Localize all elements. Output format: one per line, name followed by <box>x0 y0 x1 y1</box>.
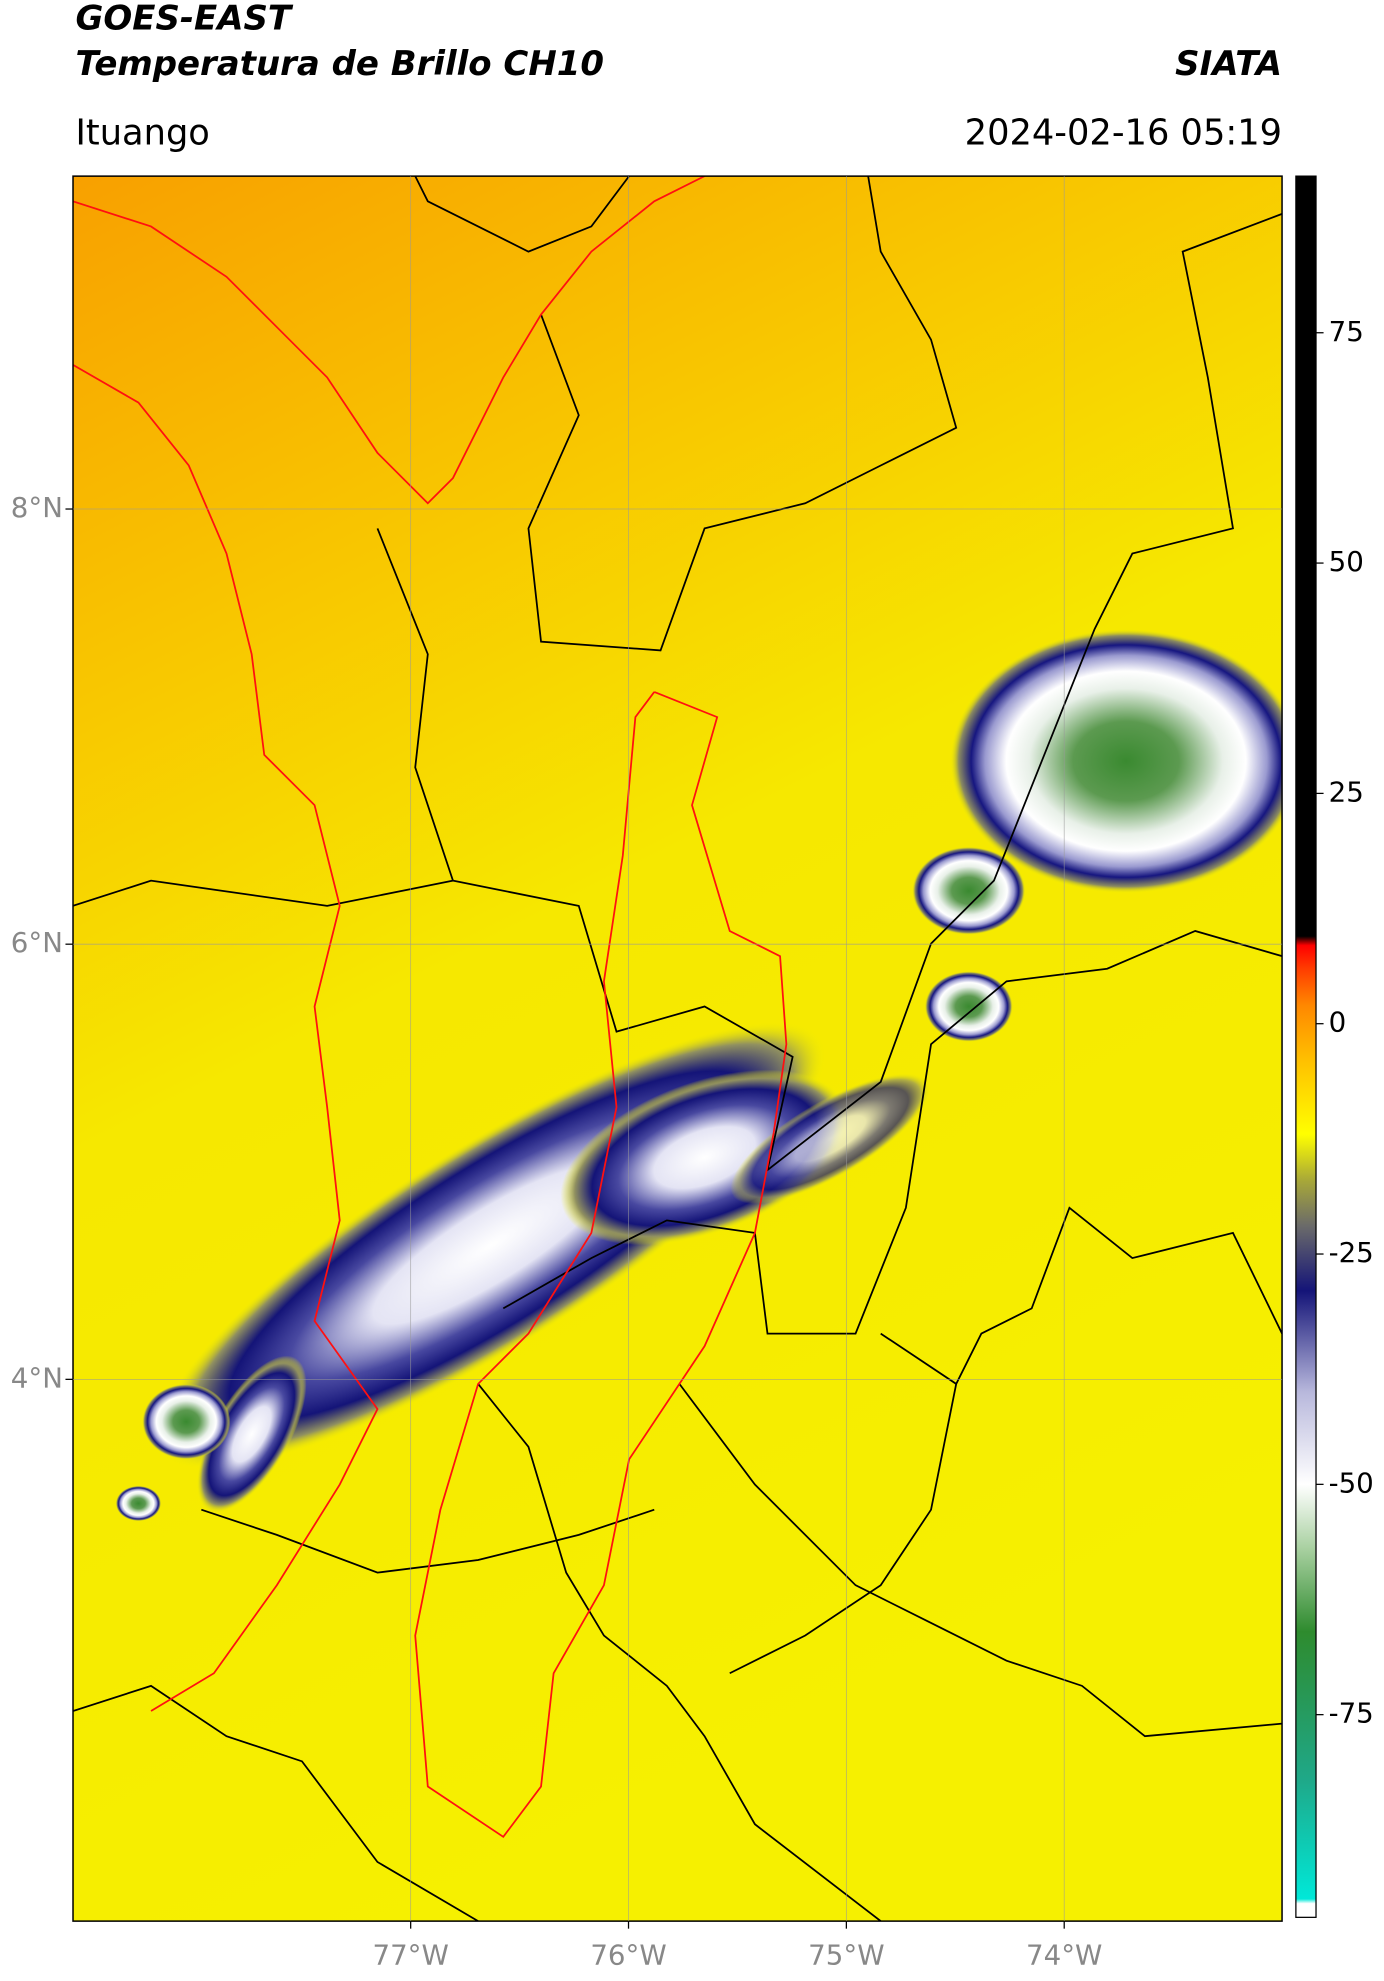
colorbar-scale <box>1295 175 1317 1918</box>
map-image <box>73 176 1283 1922</box>
location: Ituango <box>76 113 210 154</box>
colorbar: 75 50 25 0 -25 -50 -75 <box>1295 175 1374 1918</box>
colorbar-tick-label: 0 <box>1329 1006 1347 1039</box>
lon-tick-label: 75°W <box>808 1938 884 1971</box>
colorbar-tick-label: -25 <box>1329 1236 1374 1269</box>
lat-tick-label: 8°N <box>11 491 63 524</box>
subtitle: Temperatura de Brillo CH10 <box>76 44 604 84</box>
colorbar-tick-label: 50 <box>1329 545 1364 578</box>
datetime: 2024-02-16 05:19 <box>965 113 1282 154</box>
organization: SIATA <box>1175 44 1282 84</box>
colorbar-tick-label: -75 <box>1329 1697 1374 1730</box>
lon-tick-label: 76°W <box>590 1938 666 1971</box>
title: GOES-EAST <box>76 0 294 39</box>
colorbar-tick-label: 75 <box>1329 315 1364 348</box>
lon-tick-label: 77°W <box>372 1938 448 1971</box>
lat-tick-label: 4°N <box>11 1361 63 1394</box>
colorbar-tick-label: -50 <box>1329 1466 1374 1499</box>
map-frame <box>72 175 1283 1922</box>
lon-tick-label: 74°W <box>1026 1938 1102 1971</box>
colorbar-tick-label: 25 <box>1329 775 1364 808</box>
lat-tick-label: 6°N <box>11 926 63 959</box>
